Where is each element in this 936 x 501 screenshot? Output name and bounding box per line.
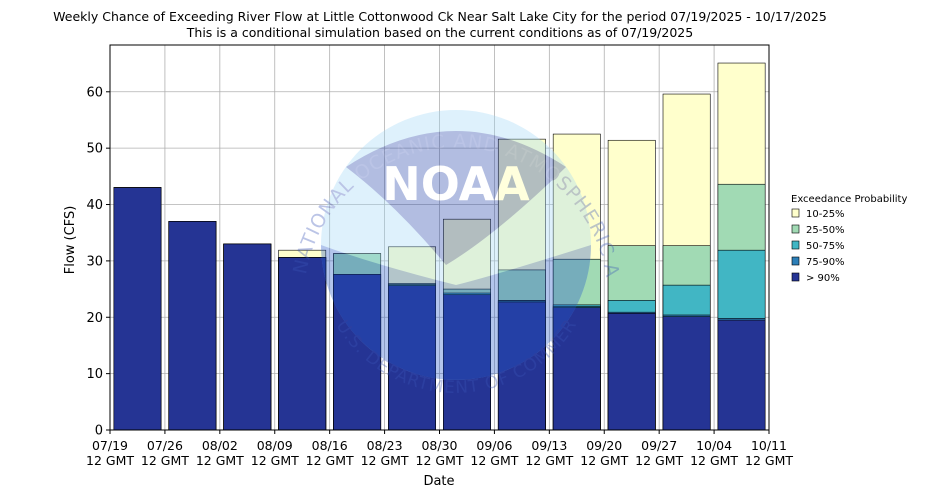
y-tick-label: 10 [86,367,103,382]
chart-title: Weekly Chance of Exceeding River Flow at… [53,9,827,24]
legend-label: 50-75% [806,241,845,252]
bar-90-week-6 [388,285,436,431]
bar-90-week-3 [223,243,272,431]
legend-swatch [791,272,800,282]
x-tick-label: 08/16 12 GMT [306,438,354,468]
y-tick-label: 40 [86,198,103,213]
y-tick-label: 20 [86,311,103,326]
legend-label: 25-50% [806,225,845,236]
x-tick-label: 08/02 12 GMT [196,438,244,468]
legend-swatch [791,224,800,234]
grid-layer [109,45,770,431]
legend-label: 75-90% [806,257,845,268]
y-tick-label: 50 [86,142,103,157]
legend: Exceedance Probability 10-25% 25-50% 50-75… [791,194,907,284]
watermark-wave [321,245,591,380]
legend-label: > 90% [806,273,840,284]
bar-90-week-11 [662,316,711,431]
x-tick-label: 07/19 12 GMT [86,438,134,468]
x-tick-label: 07/26 12 GMT [141,438,189,468]
watermark-logo-text: NOAA [382,157,530,211]
x-axis-label: Date [423,474,454,489]
legend-label: 10-25% [806,209,845,220]
bar-90-week-2 [168,221,217,431]
x-tick-label: 09/27 12 GMT [635,438,683,468]
x-tick-label: 10/11 12 GMT [745,438,793,468]
y-tick-label: 0 [95,424,103,439]
bar-90-week-10 [607,313,656,431]
bar-90-week-8 [497,301,546,431]
bar-90-week-12 [717,319,766,431]
legend-title: Exceedance Probability [791,194,907,205]
x-tick-label: 08/23 12 GMT [361,438,409,468]
legend-swatch [791,208,800,218]
x-tick-label: 09/20 12 GMT [580,438,628,468]
x-tick-label: 08/09 12 GMT [251,438,299,468]
bar-90-week-4 [278,257,327,431]
legend-swatch [791,256,800,266]
watermark-bird [346,131,566,265]
y-tick-label: 30 [86,254,103,269]
legend-swatch [791,240,800,250]
x-tick-label: 09/13 12 GMT [525,438,573,468]
x-tick-label: 10/04 12 GMT [690,438,738,468]
x-tick-label: 08/30 12 GMT [416,438,464,468]
y-axis-label: Flow (CFS) [63,206,78,275]
y-tick-label: 60 [86,85,103,100]
chart-subtitle: This is a conditional simulation based o… [186,25,693,40]
bar-90-week-5 [333,274,382,431]
x-tick-label: 09/06 12 GMT [470,438,518,468]
watermark-globe [321,110,591,380]
bar-90-week-7 [443,294,491,431]
bar-90-week-1 [113,187,162,431]
